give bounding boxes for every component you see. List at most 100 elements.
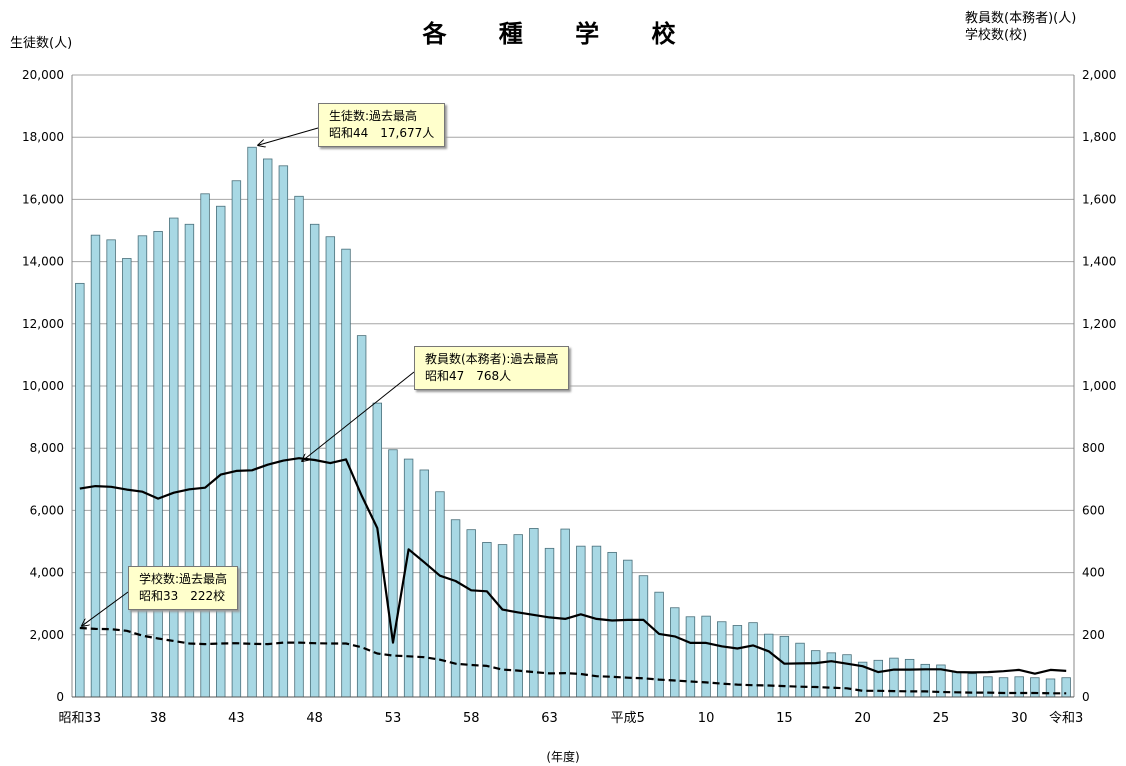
bar-students — [325, 236, 336, 698]
right-axis-label-teachers: 教員数(本務者)(人) — [965, 11, 1077, 26]
x-tick-label: 53 — [385, 711, 402, 726]
y-tick-label-right: 200 — [1082, 628, 1105, 642]
bar-students — [654, 591, 664, 698]
line-teachers — [79, 457, 1067, 675]
bar-students — [435, 491, 445, 698]
y-tick-label-left: 14,000 — [22, 255, 64, 269]
bar-students — [513, 534, 523, 698]
y-tick-label-left: 4,000 — [30, 566, 64, 580]
bar-students — [153, 231, 163, 698]
x-tick-label: 38 — [150, 711, 167, 726]
bar-students — [763, 633, 774, 698]
y-tick-label-left: 18,000 — [22, 130, 64, 144]
y-tick-label-right: 0 — [1082, 690, 1090, 704]
x-tick-label: 10 — [698, 711, 715, 726]
callout-arrow-teachers — [302, 371, 415, 461]
bar-students — [216, 205, 226, 698]
bar-students — [294, 195, 304, 698]
bar-students — [262, 158, 273, 698]
y-tick-label-left: 10,000 — [22, 379, 64, 393]
callout-teachers-line2: 昭和47 768人 — [425, 369, 512, 383]
bar-students — [497, 544, 508, 698]
y-tick-label-right: 1,200 — [1082, 317, 1116, 331]
x-axis-label: (年度) — [546, 750, 580, 764]
callout-students-max: 生徒数:過去最高 昭和44 17,677人 — [318, 103, 446, 147]
bar-students — [826, 652, 837, 698]
callout-schools-line2: 昭和33 222校 — [139, 589, 226, 603]
y-tick-label-right: 1,600 — [1082, 192, 1116, 206]
bar-students — [388, 449, 398, 698]
bar-students — [623, 559, 633, 698]
right-axis-label-schools: 学校数(校) — [965, 28, 1028, 43]
bar-students — [795, 642, 805, 698]
bar-students — [278, 165, 289, 698]
y-tick-label-left: 0 — [56, 690, 64, 704]
callout-arrow-schools — [82, 591, 129, 626]
y-tick-label-right: 2,000 — [1082, 68, 1116, 82]
bar-students — [356, 335, 367, 698]
y-tick-label-left: 6,000 — [30, 503, 64, 517]
bar-students — [591, 545, 602, 698]
bar-students — [231, 180, 242, 698]
bar-students — [184, 223, 195, 698]
bar-students — [75, 282, 85, 698]
x-tick-label: 平成5 — [611, 711, 645, 726]
callout-students-line1: 生徒数:過去最高 — [329, 109, 418, 123]
callout-schools-line1: 学校数:過去最高 — [139, 572, 228, 586]
bar-students — [466, 529, 476, 698]
y-tick-label-right: 1,400 — [1082, 255, 1116, 269]
x-tick-label: 20 — [854, 711, 871, 726]
line-schools — [79, 626, 1067, 695]
bar-students — [169, 217, 179, 698]
bar-students — [482, 542, 492, 698]
y-tick-label-left: 2,000 — [30, 628, 64, 642]
x-tick-label: 63 — [541, 711, 558, 726]
bar-students — [685, 616, 696, 698]
bar-students — [341, 248, 351, 698]
x-tick-label: 15 — [776, 711, 793, 726]
x-tick-label: 25 — [933, 711, 950, 726]
y-tick-label-left: 8,000 — [30, 441, 64, 455]
bar-students — [717, 621, 727, 698]
bar-students — [701, 615, 711, 698]
y-tick-label-left: 12,000 — [22, 317, 64, 331]
y-tick-label-left: 20,000 — [22, 68, 64, 82]
bar-students — [247, 146, 257, 698]
callout-students-line2: 昭和44 17,677人 — [329, 126, 435, 140]
x-tick-label: 昭和33 — [59, 711, 102, 726]
chart-title: 各 種 学 校 — [422, 20, 698, 48]
bar-students — [607, 551, 617, 698]
bar-students — [544, 547, 555, 698]
bar-students — [779, 635, 790, 698]
callout-schools-max: 学校数:過去最高 昭和33 222校 — [128, 566, 239, 610]
bar-students — [732, 625, 743, 698]
x-tick-label: 48 — [306, 711, 323, 726]
bar-students — [450, 519, 461, 698]
bar-students — [842, 654, 852, 698]
bar-students — [137, 235, 148, 698]
bar-students — [983, 676, 993, 698]
x-tick-label: 43 — [228, 711, 245, 726]
callout-teachers-line1: 教員数(本務者):過去最高 — [425, 352, 559, 366]
bar-students — [560, 528, 570, 698]
bar-students — [670, 607, 680, 698]
y-tick-label-right: 1,800 — [1082, 130, 1116, 144]
bar-students — [419, 469, 429, 698]
y-tick-label-right: 400 — [1082, 566, 1105, 580]
bar-students — [810, 650, 821, 698]
y-tick-label-right: 600 — [1082, 503, 1105, 517]
x-tick-label: 令和3 — [1049, 711, 1083, 726]
right-axis-label: 教員数(本務者)(人) 学校数(校) — [965, 10, 1076, 44]
bar-students — [200, 193, 210, 698]
y-tick-label-left: 16,000 — [22, 192, 64, 206]
bar-students — [998, 677, 1009, 698]
bar-students — [403, 458, 414, 698]
y-tick-label-right: 1,000 — [1082, 379, 1116, 393]
y-tick-label-right: 800 — [1082, 441, 1105, 455]
x-tick-label: 58 — [463, 711, 480, 726]
x-tick-label: 30 — [1011, 711, 1028, 726]
callout-teachers-max: 教員数(本務者):過去最高 昭和47 768人 — [414, 346, 570, 390]
callout-arrow-students — [258, 127, 319, 145]
left-axis-label: 生徒数(人) — [10, 36, 73, 51]
